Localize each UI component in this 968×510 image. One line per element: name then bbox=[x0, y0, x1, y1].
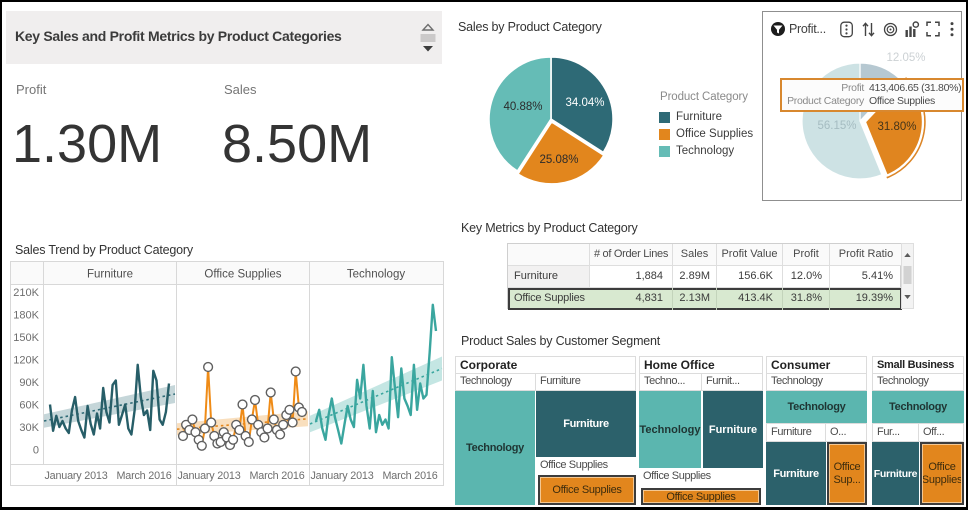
svg-text:90K: 90K bbox=[19, 377, 39, 389]
svg-text:12.05%: 12.05% bbox=[886, 52, 925, 64]
svg-text:30K: 30K bbox=[19, 422, 39, 434]
svg-text:120K: 120K bbox=[13, 355, 39, 367]
svg-text:January 2013: January 2013 bbox=[44, 470, 107, 482]
svg-text:40.88%: 40.88% bbox=[503, 101, 542, 113]
svg-text:Furniture: Furniture bbox=[87, 269, 133, 281]
svg-text:60K: 60K bbox=[19, 400, 39, 412]
svg-text:180K: 180K bbox=[13, 310, 39, 322]
svg-text:March 2016: March 2016 bbox=[249, 470, 304, 482]
svg-text:0: 0 bbox=[33, 445, 39, 457]
svg-text:150K: 150K bbox=[13, 332, 39, 344]
svg-text:March 2016: March 2016 bbox=[116, 470, 171, 482]
svg-text:56.15%: 56.15% bbox=[817, 120, 856, 132]
svg-text:January 2013: January 2013 bbox=[310, 470, 373, 482]
svg-text:Technology: Technology bbox=[347, 269, 405, 281]
svg-text:31.80%: 31.80% bbox=[877, 121, 916, 133]
svg-text:Office Supplies: Office Supplies bbox=[204, 269, 281, 281]
svg-text:210K: 210K bbox=[13, 287, 39, 299]
svg-text:January 2013: January 2013 bbox=[177, 470, 240, 482]
svg-text:25.08%: 25.08% bbox=[539, 154, 578, 166]
svg-text:March 2016: March 2016 bbox=[382, 470, 437, 482]
svg-text:Profit...: Profit... bbox=[789, 22, 826, 36]
svg-text:34.04%: 34.04% bbox=[565, 97, 604, 109]
